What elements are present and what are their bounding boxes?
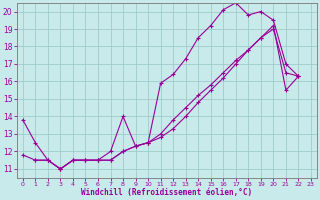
X-axis label: Windchill (Refroidissement éolien,°C): Windchill (Refroidissement éolien,°C): [81, 188, 252, 197]
